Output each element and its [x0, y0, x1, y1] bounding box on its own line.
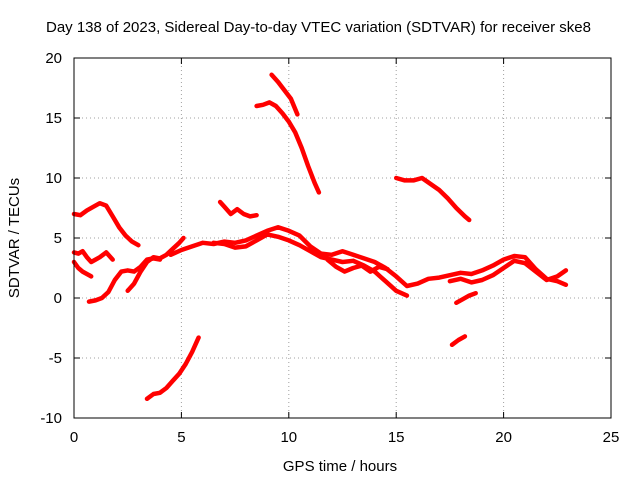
- series-track-6: [168, 224, 569, 289]
- y-tick-label: 15: [45, 110, 62, 127]
- axis-ticks: 0 5 10 15 20 25 -10 -5 0 5 10 15 20: [40, 50, 619, 446]
- y-tick-label: 0: [54, 290, 62, 307]
- series-track-13: [393, 175, 472, 223]
- x-tick-label: 15: [388, 429, 405, 446]
- chart-title: Day 138 of 2023, Sidereal Day-to-day VTE…: [46, 19, 591, 36]
- series-track-2: [71, 248, 115, 265]
- x-tick-label: 25: [603, 429, 620, 446]
- y-tick-label: 20: [45, 50, 62, 67]
- series-track-16: [449, 334, 468, 348]
- y-tick-label: 10: [45, 170, 62, 187]
- x-axis-label: GPS time / hours: [283, 458, 397, 475]
- y-axis-label: SDTVAR / TECUs: [6, 178, 23, 298]
- series-track-5: [125, 235, 186, 294]
- grid-lines: [74, 58, 611, 418]
- y-tick-label: -10: [40, 410, 62, 427]
- x-tick-label: 5: [177, 429, 185, 446]
- y-tick-label: 5: [54, 230, 62, 247]
- series-track-1: [71, 200, 141, 248]
- series-track-10: [217, 199, 259, 219]
- series-track-12: [269, 72, 300, 117]
- series-layer: [71, 72, 569, 402]
- x-tick-label: 0: [70, 429, 78, 446]
- y-tick-label: -5: [49, 350, 62, 367]
- series-track-4: [86, 256, 163, 304]
- x-tick-label: 20: [495, 429, 512, 446]
- series-track-15: [454, 290, 478, 306]
- series-track-8: [325, 257, 390, 274]
- series-track-3: [71, 259, 94, 279]
- series-track-9: [447, 258, 569, 285]
- series-track-14: [144, 335, 201, 402]
- series-track-11: [254, 100, 322, 195]
- x-tick-label: 10: [280, 429, 297, 446]
